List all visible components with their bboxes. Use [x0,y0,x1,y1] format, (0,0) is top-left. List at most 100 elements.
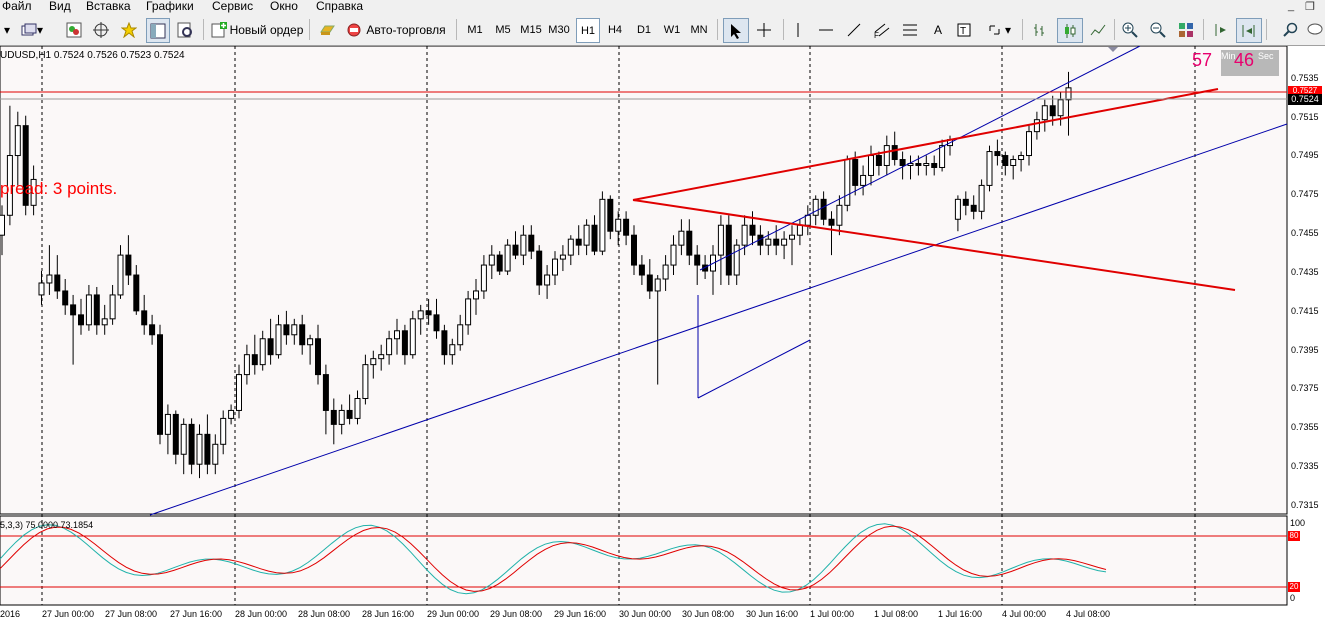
candle-body [322,374,329,411]
candle-body [646,274,653,292]
timeframe-d1[interactable]: D1 [636,23,652,36]
candle-body [678,230,685,246]
terminal-icon[interactable] [146,18,170,43]
candle-body [725,224,732,276]
price-axis-label: 0.7535 [1291,73,1319,83]
line-chart-icon[interactable] [1086,18,1110,41]
bar-chart-icon[interactable] [1028,18,1052,41]
equidistant-channel-icon[interactable]: F [870,18,894,41]
favorites-icon[interactable] [118,18,140,41]
profiles-icon[interactable]: ▾ [20,18,44,41]
text-label-icon[interactable]: T [952,18,976,41]
autoscroll-icon[interactable] [1236,18,1262,43]
timeframe-h4[interactable]: H4 [607,23,623,36]
candle-body [852,159,859,186]
menu-window[interactable]: Окно [270,0,298,13]
arrows-icon[interactable]: ▾ [982,18,1016,41]
channel-anchor-line-2[interactable] [697,339,811,399]
trendline-icon[interactable] [842,18,866,41]
timeframe-mn[interactable]: MN [690,23,708,36]
candlestick-chart-icon[interactable] [1057,18,1083,43]
toolbar-separator [1266,19,1267,40]
timeframe-m5[interactable]: M5 [495,23,511,36]
fan-upper-line[interactable] [632,88,1219,201]
candle-body [504,244,511,272]
cursor-icon[interactable] [723,18,749,43]
candle-body [607,198,614,232]
candle-body [789,234,795,240]
price-axis-label: 0.7515 [1291,112,1319,122]
text-tool-icon[interactable]: A [933,22,942,37]
candle-body [133,274,140,312]
market-watch-icon[interactable] [64,18,84,41]
timeframe-w1[interactable]: W1 [663,23,681,36]
strategy-tester-icon[interactable] [174,18,196,41]
timeframe-m15[interactable]: M15 [520,23,542,36]
candle-body [378,354,385,360]
candle-body [686,230,693,256]
oscillator-axis-min: 0 [1290,593,1296,603]
zoom-in-icon[interactable] [1118,18,1142,41]
candle-body [536,250,543,286]
price-axis-label: 0.7375 [1291,383,1319,393]
timer-minutes: 57 [1192,50,1213,70]
time-axis-label: 28 Jun 00:00 [235,609,288,619]
channel-lower-line[interactable] [149,123,1288,516]
fan-lower-line[interactable] [632,199,1236,291]
time-axis-label: 27 Jun 16:00 [170,609,223,619]
candle-body [512,244,519,256]
candle-body [1010,159,1017,166]
auto-trading-button[interactable]: Авто-торговля [342,18,450,41]
timeframe-m1[interactable]: M1 [467,23,483,36]
timeframe-m30[interactable]: M30 [548,23,570,36]
candle-body [804,214,811,226]
vertical-line-icon[interactable] [788,18,808,41]
new-order-button[interactable]: Новый ордер [208,18,306,41]
dropdown-arrow-icon[interactable]: ▾ [3,22,11,37]
menu-insert[interactable]: Вставка [86,0,131,13]
candle-body [520,234,527,256]
time-axis-label: 29 Jun 16:00 [554,609,607,619]
oscillator-background [0,515,1288,606]
menu-help[interactable]: Справка [316,0,364,13]
candle-body [433,314,440,332]
chat-icon[interactable] [1306,18,1324,41]
candle-body [236,374,242,411]
chart-shift-icon[interactable] [1208,18,1232,41]
chart-canvas[interactable] [0,46,1325,621]
fibonacci-icon[interactable] [898,18,922,41]
candle-body [465,298,472,326]
oscillator-info-label: 5,3,3) 75.0000 73.1854 [0,520,94,530]
menu-view[interactable]: Вид [49,0,71,13]
minimize-icon[interactable]: _ [1288,0,1295,12]
candle-body [954,198,961,220]
toolbar-separator [1114,19,1115,40]
menu-tools[interactable]: Сервис [212,0,254,13]
candle-body [599,198,606,252]
candle-body [196,433,203,465]
timeframe-h1[interactable]: H1 [576,18,600,43]
price-axis-label: 0.7315 [1291,500,1319,510]
horizontal-line-icon[interactable] [814,18,838,41]
restore-icon[interactable]: ❐ [1305,1,1315,13]
gold-bar-icon[interactable] [316,18,338,41]
tile-windows-icon[interactable] [1174,18,1198,41]
candlesticks [0,71,1072,479]
zoom-out-icon[interactable] [1146,18,1170,41]
channel-upper-line[interactable] [699,46,1141,271]
symbol-info-label: UDUSD,H1 0.7524 0.7526 0.7523 0.7524 [0,50,185,61]
crosshair-icon[interactable] [752,18,776,41]
search-icon[interactable] [1278,18,1302,41]
candle-body [899,159,906,166]
menu-file[interactable]: Файл [2,0,32,13]
candle-body [109,294,116,320]
menu-charts[interactable]: Графики [146,0,194,13]
chart-shift-marker[interactable] [1108,47,1118,52]
auto-trading-label: Авто-торговля [366,22,446,37]
candle-body [496,254,503,272]
crosshair-move-icon[interactable] [90,18,112,41]
candle-body [243,354,250,376]
main-chart-background [0,46,1288,515]
candle-body [164,413,171,435]
candle-body [749,224,756,236]
